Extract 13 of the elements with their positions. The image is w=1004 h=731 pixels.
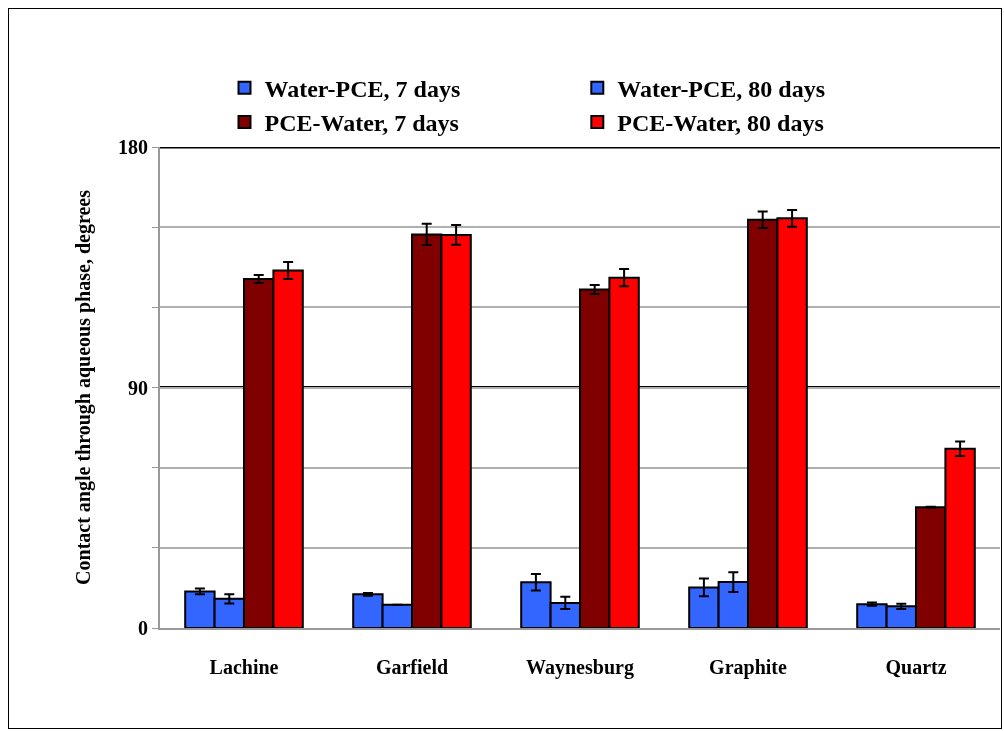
legend-label: Water-PCE, 7 days [264,76,461,103]
x-tick-label: Garfield [375,656,449,678]
y-axis-title: Contact angle through aqueous phase, degrees [72,189,95,585]
x-tick-label: Lachine [209,656,279,678]
y-tick-label: 0 [138,617,148,639]
x-tick-label: Quartz [885,656,947,678]
y-tick-label: 90 [128,376,148,399]
y-tick-label: 180 [118,136,148,158]
legend-label: PCE-Water, 80 days [617,110,824,137]
x-tick-label: Waynesburg [526,656,634,679]
legend-label: Water-PCE, 80 days [617,76,826,103]
x-tick-label: Graphite [709,656,788,679]
legend-label: PCE-Water, 7 days [264,110,459,137]
